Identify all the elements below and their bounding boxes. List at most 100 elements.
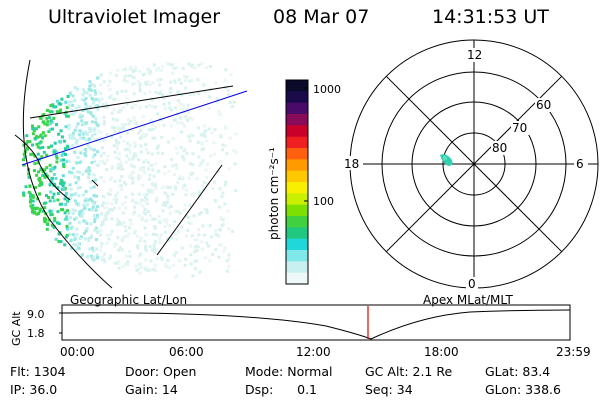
emission-pixel [120, 248, 124, 252]
emission-pixel [58, 108, 62, 112]
emission-pixel [72, 243, 76, 246]
emission-pixel [185, 107, 189, 111]
emission-pixel [197, 233, 201, 237]
emission-pixel [185, 234, 188, 238]
emission-pixel [27, 190, 31, 194]
emission-pixel [210, 235, 213, 239]
emission-pixel [41, 136, 44, 140]
emission-pixel [118, 222, 121, 226]
emission-pixel [98, 160, 102, 164]
emission-pixel [221, 143, 225, 147]
emission-pixel [87, 87, 91, 91]
emission-pixel [166, 196, 170, 200]
emission-pixel [62, 165, 66, 169]
terminator-line [21, 90, 248, 166]
emission-pixel [144, 196, 147, 199]
emission-pixel [122, 221, 126, 224]
emission-pixel [82, 207, 86, 211]
emission-pixel [168, 106, 172, 110]
emission-pixel [175, 151, 179, 155]
emission-pixel [135, 234, 139, 238]
emission-pixel [29, 194, 32, 198]
emission-pixel [81, 132, 85, 136]
emission-pixel [102, 219, 106, 223]
emission-pixel [123, 225, 127, 229]
emission-pixel [56, 192, 60, 196]
emission-pixel [122, 123, 126, 127]
emission-pixel [189, 221, 193, 225]
colorbar-segment [286, 250, 308, 262]
emission-pixel [197, 228, 200, 232]
emission-pixel [127, 157, 131, 161]
emission-pixel [152, 242, 156, 246]
emission-pixel [49, 144, 53, 148]
polar-diagonal-line [385, 75, 563, 253]
emission-pixel [227, 264, 231, 268]
timeline-axis-title: GC Alt [10, 311, 23, 346]
emission-pixel [69, 216, 73, 220]
emission-pixel [119, 184, 123, 188]
emission-pixel [156, 78, 160, 82]
gc-altitude: GC Alt: 2.1 Re [365, 364, 453, 379]
emission-pixel [196, 126, 200, 130]
colorbar-segment [286, 125, 308, 138]
emission-pixel [130, 192, 134, 196]
emission-pixel [94, 208, 98, 212]
emission-pixel [223, 78, 227, 82]
emission-pixel [78, 210, 82, 214]
emission-pixel [180, 130, 183, 134]
emission-pixel [148, 128, 152, 132]
emission-pixel [105, 158, 109, 162]
emission-pixel [75, 161, 79, 165]
emission-pixel [185, 116, 189, 120]
emission-pixel [73, 175, 77, 179]
emission-pixel [165, 220, 169, 224]
emission-pixel [201, 247, 205, 251]
emission-pixel [50, 110, 54, 114]
emission-pixel [81, 172, 85, 176]
emission-pixel [62, 187, 66, 191]
emission-pixel [70, 193, 73, 197]
emission-pixel [158, 219, 161, 223]
emission-pixel [35, 212, 39, 216]
emission-pixel [78, 115, 82, 119]
emission-pixel [184, 86, 188, 90]
emission-pixel [196, 78, 200, 82]
emission-pixel [66, 145, 70, 149]
emission-pixel [213, 128, 217, 132]
emission-pixel [165, 217, 169, 221]
emission-pixel [93, 127, 97, 131]
emission-pixel [198, 107, 202, 111]
emission-pixel [139, 128, 143, 132]
sequence-number: Seq: 34 [365, 382, 413, 397]
emission-pixel [80, 114, 84, 118]
emission-pixel [195, 249, 199, 253]
emission-pixel [161, 209, 165, 213]
emission-pixel [48, 199, 52, 203]
emission-pixel [219, 160, 223, 164]
emission-pixel [93, 220, 97, 224]
emission-pixel [58, 202, 62, 206]
emission-pixel [87, 239, 91, 243]
emission-pixel [125, 102, 129, 106]
emission-pixel [91, 114, 95, 118]
emission-pixel [183, 203, 187, 207]
emission-pixel [92, 193, 96, 197]
emission-pixel [26, 140, 30, 143]
emission-pixel [133, 69, 137, 73]
emission-pixel [78, 186, 82, 189]
emission-pixel [80, 215, 84, 219]
emission-pixel [169, 108, 173, 112]
emission-pixel [198, 164, 202, 168]
emission-pixel [129, 119, 133, 123]
emission-pixel [142, 72, 146, 76]
emission-pixel [189, 253, 193, 257]
emission-pixel [124, 160, 128, 164]
emission-pixel [126, 147, 130, 151]
timeline-xtick-1800: 18:00 [424, 345, 459, 359]
emission-pixel [145, 218, 149, 222]
emission-pixel [225, 259, 229, 263]
emission-pixel [117, 110, 121, 114]
emission-pixel [50, 213, 54, 217]
emission-pixel [166, 198, 170, 202]
